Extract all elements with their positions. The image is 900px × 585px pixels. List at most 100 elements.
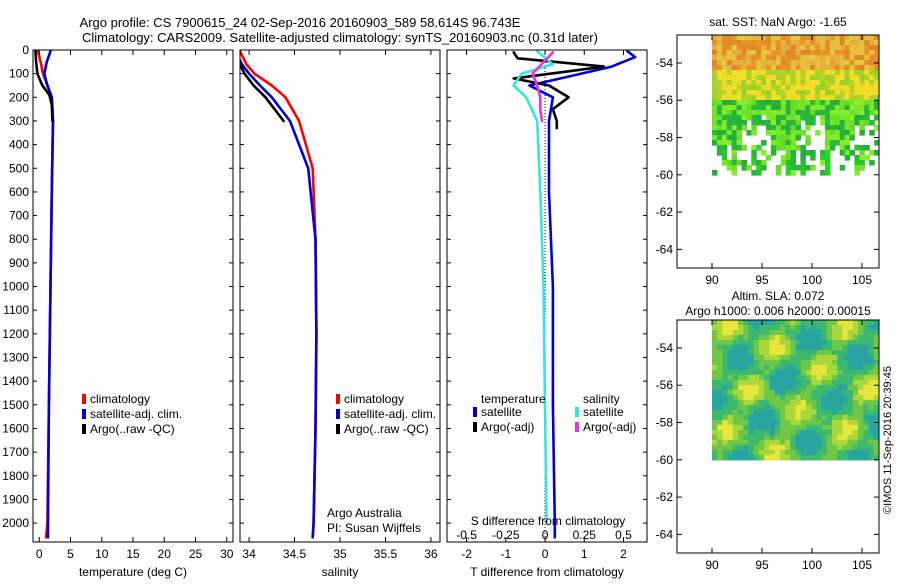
sla-cell <box>852 359 859 366</box>
map-y-tick-label: -64 <box>656 242 674 256</box>
sst-cell <box>785 165 792 171</box>
sla-cell <box>805 404 812 411</box>
sst-cell <box>731 60 738 66</box>
sst-cell <box>726 75 733 81</box>
sla-cell <box>790 429 797 436</box>
sla-cell <box>837 335 844 341</box>
sst-cell <box>810 55 816 61</box>
sla-cell <box>821 394 828 401</box>
sla-cell <box>847 399 854 406</box>
sst-cell <box>741 70 747 76</box>
sst-cell <box>736 45 743 51</box>
sst-cell <box>790 135 797 141</box>
sst-cell <box>775 140 782 146</box>
sla-cell <box>821 399 828 406</box>
sla-cell <box>826 449 833 456</box>
sla-cell <box>759 414 765 421</box>
sst-cell <box>869 70 875 76</box>
sla-cell <box>811 399 817 406</box>
sst-cell <box>859 155 865 161</box>
sst-cell <box>761 50 767 56</box>
sst-cell <box>805 60 811 66</box>
sla-cell <box>722 389 729 396</box>
sla-cell <box>863 369 870 376</box>
sst-cell <box>874 55 879 61</box>
sla-cell <box>732 389 739 396</box>
sla-cell <box>837 404 844 411</box>
sst-cell <box>854 145 860 151</box>
sla-cell <box>790 340 797 346</box>
sla-cell <box>717 335 723 341</box>
sla-cell <box>847 449 854 456</box>
sst-cell <box>829 65 836 71</box>
sst-cell <box>751 105 757 111</box>
sst-cell <box>761 120 767 126</box>
sla-cell <box>717 439 723 446</box>
sla-cell <box>842 369 849 376</box>
sst-cell <box>736 80 743 86</box>
sst-cell <box>770 70 777 76</box>
sla-cell <box>764 394 770 401</box>
sla-cell <box>779 384 786 391</box>
sst-cell <box>834 110 841 116</box>
sla-cell <box>847 359 854 366</box>
sla-cell <box>795 374 802 381</box>
sla-cell <box>873 424 879 431</box>
sla-cell <box>868 439 875 446</box>
sla-cell <box>832 414 838 421</box>
sla-cell <box>738 394 744 401</box>
sst-cell <box>746 90 752 96</box>
sla-cell <box>732 320 739 326</box>
sla-cell <box>764 444 770 451</box>
sla-cell <box>774 374 781 381</box>
sla-cell <box>712 325 718 331</box>
sst-cell <box>741 40 747 46</box>
sla-cell <box>842 414 849 421</box>
sla-cell <box>852 350 859 356</box>
sla-cell <box>774 384 781 391</box>
sla-cell <box>759 340 765 346</box>
sst-cell <box>736 35 743 41</box>
sst-cell <box>746 80 752 86</box>
sla-cell <box>800 424 807 431</box>
sla-cell <box>727 419 734 426</box>
sla-cell <box>712 330 718 336</box>
sla-cell <box>769 424 776 431</box>
sla-cell <box>873 444 879 451</box>
sla-cell <box>785 449 791 456</box>
sst-cell <box>766 70 772 76</box>
sla-cell <box>738 444 744 451</box>
s-tick-label: 0.5 <box>615 528 632 542</box>
sla-cell <box>712 399 718 406</box>
sst-cell <box>834 35 841 41</box>
sst-cell <box>829 60 836 66</box>
sla-cell <box>779 454 786 461</box>
sla-cell <box>785 379 791 386</box>
sla-cell <box>790 444 797 451</box>
sst-cell <box>731 70 738 76</box>
sla-cell <box>821 345 828 351</box>
sst-cell <box>726 70 733 76</box>
sla-cell <box>779 439 786 446</box>
sst-cell <box>736 110 743 116</box>
sla-cell <box>868 384 875 391</box>
map-x-tick-label: 100 <box>802 558 822 572</box>
sst-cell <box>726 105 733 111</box>
sla-cell <box>790 354 797 361</box>
sla-cell <box>732 409 739 416</box>
sst-cell <box>810 120 816 126</box>
sla-cell <box>816 454 823 461</box>
sla-cell <box>759 444 765 451</box>
sst-cell <box>780 85 787 91</box>
sst-cell <box>795 120 801 126</box>
sla-cell <box>774 330 781 336</box>
sst-cell <box>721 85 728 91</box>
sst-cell <box>746 60 752 66</box>
sla-cell <box>743 364 750 371</box>
sst-cell <box>712 100 718 106</box>
sst-cell <box>736 105 743 111</box>
sst-cell <box>825 55 831 61</box>
sst-cell <box>716 150 723 156</box>
sla-cell <box>774 444 781 451</box>
